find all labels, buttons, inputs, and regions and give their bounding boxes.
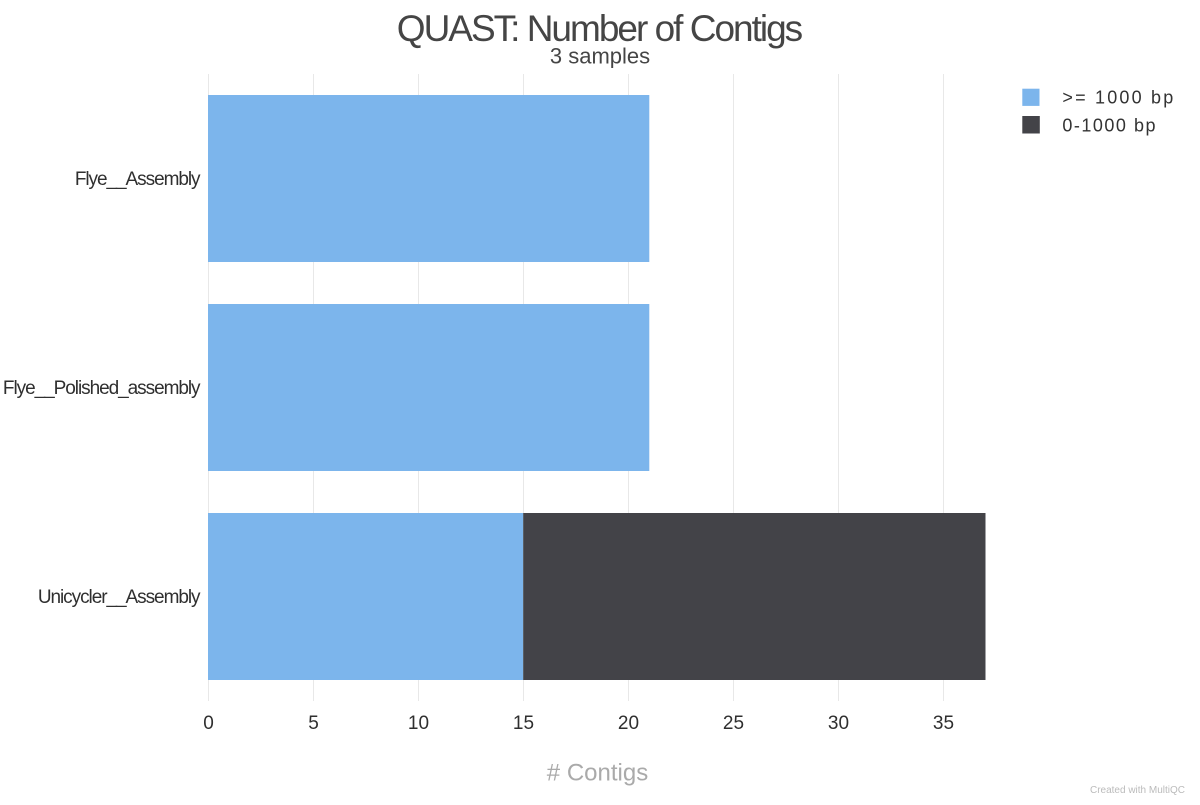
svg-text:>= 1000 bp: >= 1000 bp — [1062, 88, 1175, 108]
svg-text:Created with MultiQC: Created with MultiQC — [1090, 785, 1185, 796]
svg-text:3 samples: 3 samples — [550, 44, 650, 69]
svg-text:0: 0 — [203, 713, 214, 734]
svg-text:30: 30 — [828, 713, 849, 734]
svg-text:0-1000 bp: 0-1000 bp — [1062, 116, 1157, 136]
svg-text:35: 35 — [933, 713, 954, 734]
svg-text:15: 15 — [513, 713, 534, 734]
svg-text:25: 25 — [723, 713, 744, 734]
svg-text:QUAST: Number of Contigs: QUAST: Number of Contigs — [397, 8, 803, 49]
svg-text:Flye__Assembly: Flye__Assembly — [75, 169, 201, 190]
svg-text:Unicycler__Assembly: Unicycler__Assembly — [38, 587, 201, 608]
svg-text:5: 5 — [308, 713, 319, 734]
svg-text:20: 20 — [618, 713, 639, 734]
svg-text:# Contigs: # Contigs — [547, 760, 648, 787]
svg-text:10: 10 — [408, 713, 429, 734]
svg-text:Flye__Polished_assembly: Flye__Polished_assembly — [3, 378, 201, 399]
